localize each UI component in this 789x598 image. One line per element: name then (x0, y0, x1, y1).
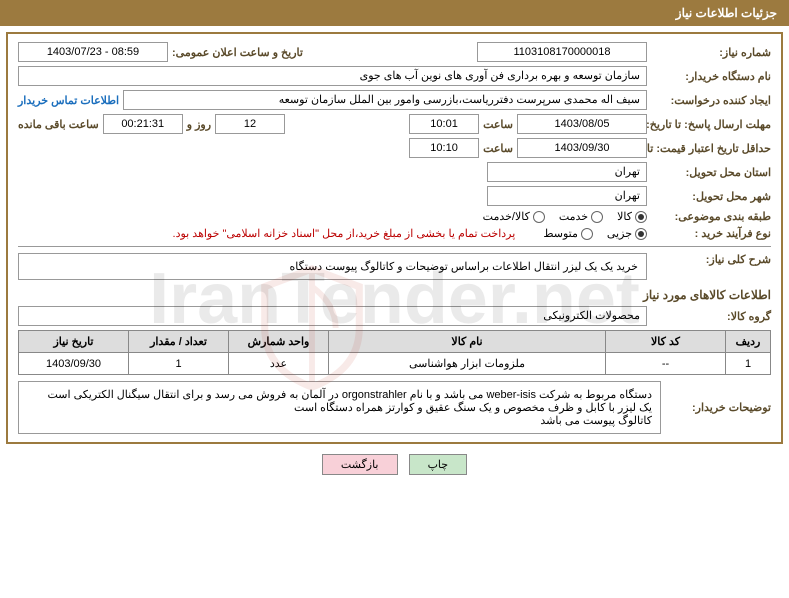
need-number-value: 1103108170000018 (477, 42, 647, 62)
time-label-1: ساعت (483, 118, 513, 131)
price-valid-label: حداقل تاریخ اعتبار قیمت: تا تاریخ: (651, 142, 771, 155)
process-label: نوع فرآیند خرید : (651, 227, 771, 240)
th-date: تاریخ نیاز (19, 331, 129, 353)
radio-dot-icon (635, 211, 647, 223)
price-valid-date: 1403/09/30 (517, 138, 647, 158)
category-label: طبقه بندی موضوعی: (651, 210, 771, 223)
need-number-label: شماره نیاز: (651, 46, 771, 59)
separator (18, 246, 771, 247)
row-reply-deadline: مهلت ارسال پاسخ: تا تاریخ: 1403/08/05 سا… (18, 114, 771, 134)
process-radio-group: جزیی متوسط (543, 227, 647, 240)
row-buyer-org: نام دستگاه خریدار: سازمان توسعه و بهره ب… (18, 66, 771, 86)
th-unit: واحد شمارش (229, 331, 329, 353)
price-valid-time: 10:10 (409, 138, 479, 158)
row-price-validity: حداقل تاریخ اعتبار قیمت: تا تاریخ: 1403/… (18, 138, 771, 158)
cell-qty: 1 (129, 353, 229, 375)
overview-label: شرح کلی نیاز: (651, 253, 771, 266)
buyer-notes-line1: دستگاه مربوط به شرکت weber-isis می باشد … (27, 388, 652, 401)
row-overview: شرح کلی نیاز: خرید یک یک لیزر انتقال اطل… (18, 253, 771, 280)
delivery-prov-value: تهران (487, 162, 647, 182)
radio-dot-icon (581, 228, 593, 240)
row-process-type: نوع فرآیند خرید : جزیی متوسط پرداخت تمام… (18, 227, 771, 240)
th-name: نام کالا (329, 331, 606, 353)
radio-goods-label: کالا (617, 210, 632, 223)
table-row: 1 -- ملزومات ابزار هواشناسی عدد 1 1403/0… (19, 353, 771, 375)
print-button[interactable]: چاپ (409, 454, 468, 475)
radio-service-label: خدمت (559, 210, 588, 223)
cell-unit: عدد (229, 353, 329, 375)
radio-dot-icon (591, 211, 603, 223)
buyer-notes-label: توضیحات خریدار: (661, 401, 771, 414)
radio-partial-label: جزیی (607, 227, 632, 240)
cell-row: 1 (726, 353, 771, 375)
payment-note: پرداخت تمام یا بخشی از مبلغ خرید،از محل … (173, 227, 516, 240)
pub-datetime-value: 1403/07/23 - 08:59 (18, 42, 168, 62)
buyer-notes-line2: یک لیزر با کابل و ظرف مخصوص و یک سنگ عقی… (27, 401, 652, 414)
buyer-notes-box: دستگاه مربوط به شرکت weber-isis می باشد … (18, 381, 661, 434)
panel-header: جزئیات اطلاعات نیاز (0, 0, 789, 26)
delivery-city-value: تهران (487, 186, 647, 206)
requester-value: سیف اله محمدی سرپرست دفترریاست،بازرسی وا… (123, 90, 647, 110)
group-label: گروه کالا: (651, 310, 771, 323)
row-delivery-city: شهر محل تحویل: تهران (18, 186, 771, 206)
back-button[interactable]: بازگشت (322, 454, 398, 475)
row-category: طبقه بندی موضوعی: کالا خدمت کالا/خدمت (18, 210, 771, 223)
panel-title: جزئیات اطلاعات نیاز (676, 6, 777, 20)
th-row: ردیف (726, 331, 771, 353)
delivery-city-label: شهر محل تحویل: (651, 190, 771, 203)
radio-dot-icon (635, 228, 647, 240)
items-section-title: اطلاعات کالاهای مورد نیاز (18, 288, 771, 302)
th-code: کد کالا (606, 331, 726, 353)
row-delivery-province: استان محل تحویل: تهران (18, 162, 771, 182)
button-row: چاپ بازگشت (0, 454, 789, 475)
days-remaining: 12 (215, 114, 285, 134)
cell-date: 1403/09/30 (19, 353, 129, 375)
group-value: محصولات الکترونیکی (18, 306, 647, 326)
requester-label: ایجاد کننده درخواست: (651, 94, 771, 107)
pub-datetime-label: تاریخ و ساعت اعلان عمومی: (172, 46, 303, 59)
overview-text: خرید یک یک لیزر انتقال اطلاعات براساس تو… (290, 261, 638, 273)
radio-goods-service-label: کالا/خدمت (483, 210, 530, 223)
form-container: شماره نیاز: 1103108170000018 تاریخ و ساع… (6, 32, 783, 444)
th-qty: تعداد / مقدار (129, 331, 229, 353)
table-header-row: ردیف کد کالا نام کالا واحد شمارش تعداد /… (19, 331, 771, 353)
countdown-value: 00:21:31 (103, 114, 183, 134)
reply-date-value: 1403/08/05 (517, 114, 647, 134)
radio-medium[interactable]: متوسط (543, 227, 593, 240)
reply-time-value: 10:01 (409, 114, 479, 134)
row-goods-group: گروه کالا: محصولات الکترونیکی (18, 306, 771, 326)
items-table: ردیف کد کالا نام کالا واحد شمارش تعداد /… (18, 330, 771, 375)
days-and-label: روز و (187, 118, 211, 131)
cell-code: -- (606, 353, 726, 375)
row-need-number: شماره نیاز: 1103108170000018 تاریخ و ساع… (18, 42, 771, 62)
radio-dot-icon (533, 211, 545, 223)
remaining-label: ساعت باقی مانده (18, 118, 99, 131)
buyer-contact-link[interactable]: اطلاعات تماس خریدار (18, 94, 119, 107)
time-label-2: ساعت (483, 142, 513, 155)
buyer-org-label: نام دستگاه خریدار: (651, 70, 771, 83)
radio-partial[interactable]: جزیی (607, 227, 647, 240)
row-requester: ایجاد کننده درخواست: سیف اله محمدی سرپرس… (18, 90, 771, 110)
radio-service[interactable]: خدمت (559, 210, 603, 223)
overview-box: خرید یک یک لیزر انتقال اطلاعات براساس تو… (18, 253, 647, 280)
radio-goods-service[interactable]: کالا/خدمت (483, 210, 545, 223)
reply-deadline-label: مهلت ارسال پاسخ: تا تاریخ: (651, 118, 771, 131)
delivery-prov-label: استان محل تحویل: (651, 166, 771, 179)
buyer-notes-line3: کاتالوگ پیوست می باشد (27, 414, 652, 427)
row-buyer-notes: توضیحات خریدار: دستگاه مربوط به شرکت web… (18, 381, 771, 434)
radio-medium-label: متوسط (543, 227, 578, 240)
category-radio-group: کالا خدمت کالا/خدمت (483, 210, 647, 223)
radio-goods[interactable]: کالا (617, 210, 647, 223)
buyer-org-value: سازمان توسعه و بهره برداری فن آوری های ن… (18, 66, 647, 86)
cell-name: ملزومات ابزار هواشناسی (329, 353, 606, 375)
